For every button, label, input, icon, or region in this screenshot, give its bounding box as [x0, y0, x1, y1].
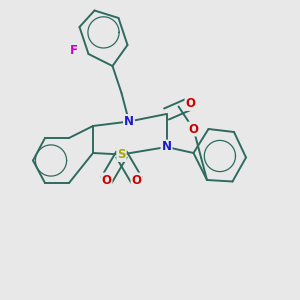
Text: O: O: [131, 173, 142, 187]
Text: S: S: [117, 148, 126, 161]
Text: N: N: [161, 140, 172, 154]
Text: F: F: [70, 44, 77, 58]
Text: N: N: [124, 115, 134, 128]
Text: O: O: [101, 173, 112, 187]
Text: O: O: [188, 122, 199, 136]
Text: O: O: [185, 97, 196, 110]
